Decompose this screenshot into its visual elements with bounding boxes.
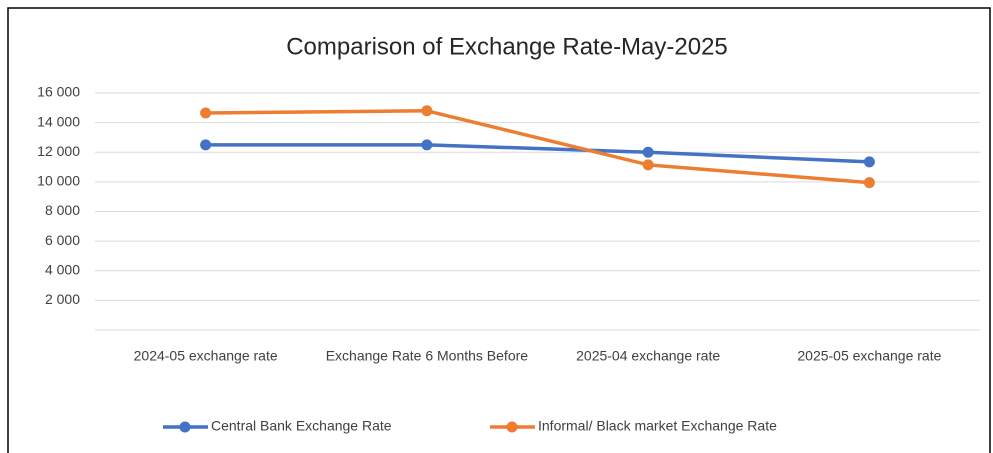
series-line	[205, 109, 870, 185]
data-point	[421, 105, 433, 117]
y-tick-label: 16 000	[37, 84, 80, 100]
y-tick-label: 4 000	[45, 261, 80, 277]
legend-marker	[179, 421, 191, 433]
legend-label: Informal/ Black market Exchange Rate	[538, 418, 777, 434]
data-point	[421, 139, 433, 151]
y-tick-label: 14 000	[37, 113, 80, 129]
x-tick-label: 2025-05 exchange rate	[797, 348, 941, 364]
x-tick-label: Exchange Rate 6 Months Before	[326, 348, 529, 364]
x-tick-label: 2025-04 exchange rate	[576, 348, 720, 364]
data-point	[863, 156, 875, 168]
chart-frame	[7, 7, 991, 453]
data-point	[642, 146, 654, 158]
data-point	[200, 107, 212, 119]
data-point	[200, 139, 212, 151]
y-tick-label: 2 000	[45, 291, 80, 307]
y-tick-label: 12 000	[37, 143, 80, 159]
y-tick-label: 10 000	[37, 173, 80, 189]
chart-title: Comparison of Exchange Rate-May-2025	[286, 33, 728, 60]
series-line	[205, 143, 870, 164]
y-tick-label: 8 000	[45, 202, 80, 218]
y-tick-label: 6 000	[45, 232, 80, 248]
data-point	[863, 177, 875, 189]
data-point	[642, 159, 654, 171]
legend-label: Central Bank Exchange Rate	[211, 418, 392, 434]
legend-marker	[506, 421, 518, 433]
x-tick-label: 2024-05 exchange rate	[134, 348, 278, 364]
